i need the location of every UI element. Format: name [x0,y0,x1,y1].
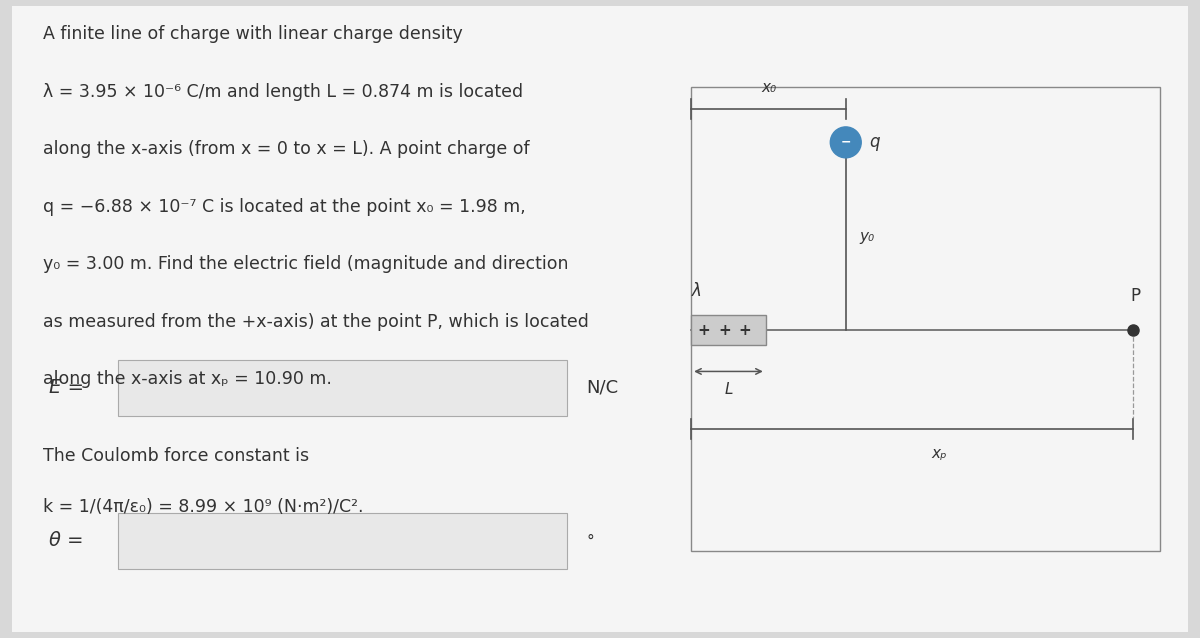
Text: along the x-axis (from x = 0 to x = L). A point charge of: along the x-axis (from x = 0 to x = L). … [43,140,530,158]
Text: A finite line of charge with linear charge density: A finite line of charge with linear char… [43,25,463,43]
Text: xₚ: xₚ [932,446,947,461]
Text: +: + [738,323,751,338]
Text: E =: E = [49,378,84,397]
Text: −: − [840,136,851,149]
Circle shape [830,127,862,158]
Text: y₀: y₀ [859,228,875,244]
Bar [118,513,568,569]
Text: y₀ = 3.00 m. Find the electric field (magnitude and direction: y₀ = 3.00 m. Find the electric field (ma… [43,255,569,273]
Text: +: + [697,323,710,338]
Text: The Coulomb force constant is: The Coulomb force constant is [43,447,310,464]
Bar [691,87,1160,551]
Text: λ: λ [691,282,702,300]
Text: L: L [725,382,733,397]
Text: as measured from the +x-axis) at the point P, which is located: as measured from the +x-axis) at the poi… [43,313,589,330]
Text: λ = 3.95 × 10⁻⁶ C/m and length L = 0.874 m is located: λ = 3.95 × 10⁻⁶ C/m and length L = 0.874… [43,83,523,101]
Bar [118,360,568,416]
Text: θ =: θ = [49,531,84,551]
Text: °: ° [586,533,594,549]
Text: x₀: x₀ [761,80,776,96]
Bar [691,315,766,346]
Text: along the x-axis at xₚ = 10.90 m.: along the x-axis at xₚ = 10.90 m. [43,370,332,389]
Text: P: P [1130,287,1141,305]
Text: q = −6.88 × 10⁻⁷ C is located at the point x₀ = 1.98 m,: q = −6.88 × 10⁻⁷ C is located at the poi… [43,198,526,216]
Text: k = 1/(4π/ε₀) = 8.99 × 10⁹ (N·m²)/C².: k = 1/(4π/ε₀) = 8.99 × 10⁹ (N·m²)/C². [43,498,364,516]
Text: q: q [869,133,880,151]
Text: +: + [718,323,731,338]
Text: N/C: N/C [586,379,618,397]
